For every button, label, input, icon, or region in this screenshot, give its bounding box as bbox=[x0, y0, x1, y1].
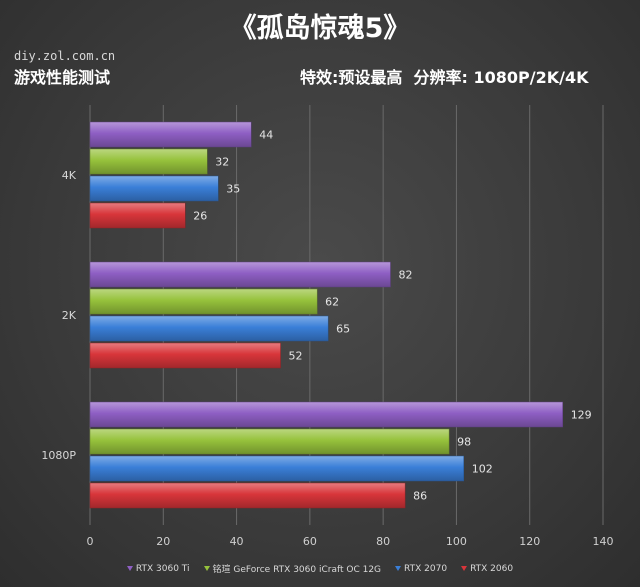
bar bbox=[89, 148, 208, 175]
bar bbox=[89, 401, 563, 428]
x-tick-label: 0 bbox=[87, 535, 94, 548]
data-label: 65 bbox=[336, 323, 350, 336]
data-label: 35 bbox=[226, 183, 240, 196]
legend-label: RTX 3060 Ti bbox=[135, 563, 190, 574]
x-tick-label: 40 bbox=[230, 535, 244, 548]
data-label: 86 bbox=[413, 490, 427, 503]
x-tick-label: 140 bbox=[593, 535, 614, 548]
x-tick-label: 120 bbox=[519, 535, 540, 548]
legend-label: RTX 2070 bbox=[404, 563, 448, 574]
watermark: diy.zol.com.cn bbox=[14, 49, 116, 63]
data-label: 32 bbox=[215, 156, 229, 169]
category-label: 2K bbox=[62, 309, 77, 322]
bar bbox=[89, 175, 219, 202]
legend-label: RTX 2060 bbox=[470, 563, 514, 574]
bar bbox=[89, 482, 406, 509]
data-label: 26 bbox=[193, 210, 207, 223]
data-label: 129 bbox=[571, 409, 592, 422]
legend-marker bbox=[395, 566, 402, 571]
category-label: 1080P bbox=[41, 449, 76, 462]
legend-item: 铭瑄 GeForce RTX 3060 iCraft OC 12G bbox=[203, 562, 382, 575]
bar bbox=[89, 202, 186, 229]
chart-subtitle-right: 特效:预设最高 分辨率: 1080P/2K/4K bbox=[300, 68, 589, 87]
bar bbox=[89, 455, 465, 482]
bar bbox=[89, 428, 450, 455]
x-tick-label: 60 bbox=[303, 535, 317, 548]
data-label: 44 bbox=[259, 129, 273, 142]
x-tick-label: 80 bbox=[376, 535, 390, 548]
bar bbox=[89, 315, 329, 342]
legend-item: RTX 2070 bbox=[395, 562, 447, 575]
legend-item: RTX 3060 Ti bbox=[126, 562, 190, 575]
bar bbox=[89, 288, 318, 315]
legend-marker bbox=[126, 566, 133, 571]
legend-marker bbox=[461, 566, 468, 571]
data-label: 98 bbox=[457, 436, 471, 449]
bar bbox=[89, 342, 281, 369]
legend-item: RTX 2060 bbox=[461, 562, 513, 575]
data-label: 102 bbox=[472, 463, 493, 476]
x-tick-label: 100 bbox=[446, 535, 467, 548]
x-tick-label: 20 bbox=[156, 535, 170, 548]
chart-title: 《孤岛惊魂5》 bbox=[229, 13, 411, 44]
bar bbox=[89, 261, 391, 288]
data-label: 62 bbox=[325, 296, 339, 309]
chart-subtitle-left: 游戏性能测试 bbox=[14, 68, 111, 87]
legend-marker bbox=[203, 566, 210, 571]
data-label: 82 bbox=[398, 269, 412, 282]
chart-legend: RTX 3060 Ti 铭瑄 GeForce RTX 3060 iCraft OC… bbox=[0, 562, 640, 575]
legend-label: 铭瑄 GeForce RTX 3060 iCraft OC 12G bbox=[212, 565, 382, 575]
category-label: 4K bbox=[62, 169, 77, 182]
bar bbox=[89, 121, 252, 148]
data-label: 52 bbox=[289, 350, 303, 363]
